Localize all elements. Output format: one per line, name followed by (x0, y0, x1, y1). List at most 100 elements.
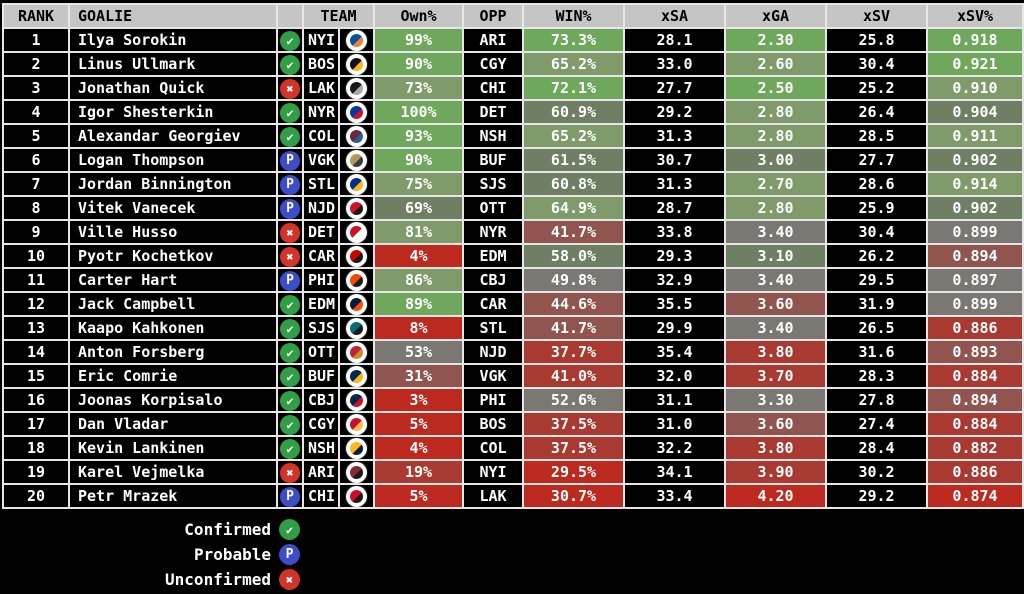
goalie-name-cell: Pyotr Kochetkov (68, 243, 278, 269)
table-row: 20 Petr Mrazek P CHI 5% LAK 30.7% 33.4 4… (2, 483, 1024, 509)
status-legend: Confirmed ✔ Probable P Unconfirmed ✖ (0, 517, 300, 592)
status-cell: ✖ (276, 219, 304, 245)
probable-p-icon: P (279, 544, 300, 565)
table-row: 10 Pyotr Kochetkov ✖ CAR 4% EDM 58.0% 29… (2, 243, 1024, 269)
team-logo-icon (346, 126, 367, 146)
team-logo-icon (346, 102, 367, 122)
win-pct-cell: 29.5% (522, 459, 625, 485)
own-pct-cell: 93% (373, 123, 464, 149)
rank-cell: 15 (2, 363, 70, 389)
opp-cell: PHI (462, 387, 524, 413)
xsv-cell: 25.2 (825, 75, 928, 101)
table-row: 5 Alexandar Georgiev ✔ COL 93% NSH 65.2%… (2, 123, 1024, 149)
xsv-cell: 26.5 (825, 315, 928, 341)
xsv-cell: 28.4 (825, 435, 928, 461)
team-logo-cell (338, 171, 375, 197)
opp-cell: CGY (462, 51, 524, 77)
xga-cell: 3.10 (724, 243, 827, 269)
xsv-cell: 29.5 (825, 267, 928, 293)
team-abbrev-cell: ARI (302, 459, 340, 485)
team-abbrev-cell: CAR (302, 243, 340, 269)
team-logo-icon (346, 246, 367, 266)
win-pct-cell: 65.2% (522, 51, 625, 77)
goalie-name-cell: Alexandar Georgiev (68, 123, 278, 149)
xsa-cell: 31.3 (623, 123, 726, 149)
rank-cell: 9 (2, 219, 70, 245)
header-opp: OPP (462, 3, 524, 29)
team-logo-cell (338, 363, 375, 389)
xsa-cell: 29.3 (623, 243, 726, 269)
status-icon: ✖ (280, 222, 300, 242)
xsv-cell: 25.8 (825, 27, 928, 53)
header-xsa: xSA (623, 3, 726, 29)
xsv-pct-cell: 0.886 (926, 459, 1024, 485)
goalie-name-cell: Eric Comrie (68, 363, 278, 389)
status-icon: ✔ (280, 366, 300, 386)
header-xsv-pct: xSV% (926, 3, 1024, 29)
opp-cell: BOS (462, 411, 524, 437)
team-abbrev-cell: BOS (302, 51, 340, 77)
table-row: 16 Joonas Korpisalo ✔ CBJ 3% PHI 52.6% 3… (2, 387, 1024, 413)
status-icon: P (280, 198, 300, 218)
xga-cell: 2.80 (724, 123, 827, 149)
rank-cell: 2 (2, 51, 70, 77)
xsv-cell: 25.9 (825, 195, 928, 221)
team-logo-cell (338, 411, 375, 437)
status-cell: ✔ (276, 123, 304, 149)
xsv-pct-cell: 0.902 (926, 195, 1024, 221)
opp-cell: OTT (462, 195, 524, 221)
xsa-cell: 33.8 (623, 219, 726, 245)
xga-cell: 2.80 (724, 99, 827, 125)
status-cell: ✔ (276, 411, 304, 437)
header-win-pct: WIN% (522, 3, 625, 29)
status-cell: ✔ (276, 99, 304, 125)
legend-unconfirmed-label: Unconfirmed (165, 570, 271, 589)
goalie-name-cell: Jonathan Quick (68, 75, 278, 101)
team-abbrev-cell: CHI (302, 483, 340, 509)
status-icon: ✔ (280, 294, 300, 314)
win-pct-cell: 30.7% (522, 483, 625, 509)
table-row: 12 Jack Campbell ✔ EDM 89% CAR 44.6% 35.… (2, 291, 1024, 317)
xsv-cell: 27.7 (825, 147, 928, 173)
team-logo-icon (346, 198, 367, 218)
legend-item-unconfirmed: Unconfirmed ✖ (0, 567, 300, 592)
xsv-pct-cell: 0.911 (926, 123, 1024, 149)
status-cell: ✔ (276, 291, 304, 317)
status-cell: ✖ (276, 459, 304, 485)
rank-cell: 19 (2, 459, 70, 485)
xsa-cell: 28.7 (623, 195, 726, 221)
xsv-pct-cell: 0.921 (926, 51, 1024, 77)
header-goalie: GOALIE (68, 3, 278, 29)
header-xga: xGA (724, 3, 827, 29)
team-abbrev-cell: BUF (302, 363, 340, 389)
win-pct-cell: 37.5% (522, 411, 625, 437)
status-cell: ✖ (276, 75, 304, 101)
table-row: 17 Dan Vladar ✔ CGY 5% BOS 37.5% 31.0 3.… (2, 411, 1024, 437)
xsa-cell: 33.0 (623, 51, 726, 77)
own-pct-cell: 19% (373, 459, 464, 485)
xsa-cell: 30.7 (623, 147, 726, 173)
opp-cell: NYI (462, 459, 524, 485)
team-abbrev-cell: OTT (302, 339, 340, 365)
team-logo-icon (346, 414, 367, 434)
win-pct-cell: 52.6% (522, 387, 625, 413)
xsv-cell: 30.4 (825, 51, 928, 77)
status-icon: P (280, 174, 300, 194)
win-pct-cell: 73.3% (522, 27, 625, 53)
own-pct-cell: 4% (373, 243, 464, 269)
xsv-pct-cell: 0.904 (926, 99, 1024, 125)
team-abbrev-cell: VGK (302, 147, 340, 173)
win-pct-cell: 37.5% (522, 435, 625, 461)
legend-item-probable: Probable P (0, 542, 300, 567)
xsv-cell: 27.8 (825, 387, 928, 413)
xga-cell: 3.40 (724, 219, 827, 245)
header-own-pct: Own% (373, 3, 464, 29)
status-cell: ✔ (276, 51, 304, 77)
own-pct-cell: 31% (373, 363, 464, 389)
rank-cell: 3 (2, 75, 70, 101)
opp-cell: NYR (462, 219, 524, 245)
status-cell: P (276, 267, 304, 293)
status-cell: P (276, 483, 304, 509)
status-icon: ✔ (280, 342, 300, 362)
win-pct-cell: 60.9% (522, 99, 625, 125)
